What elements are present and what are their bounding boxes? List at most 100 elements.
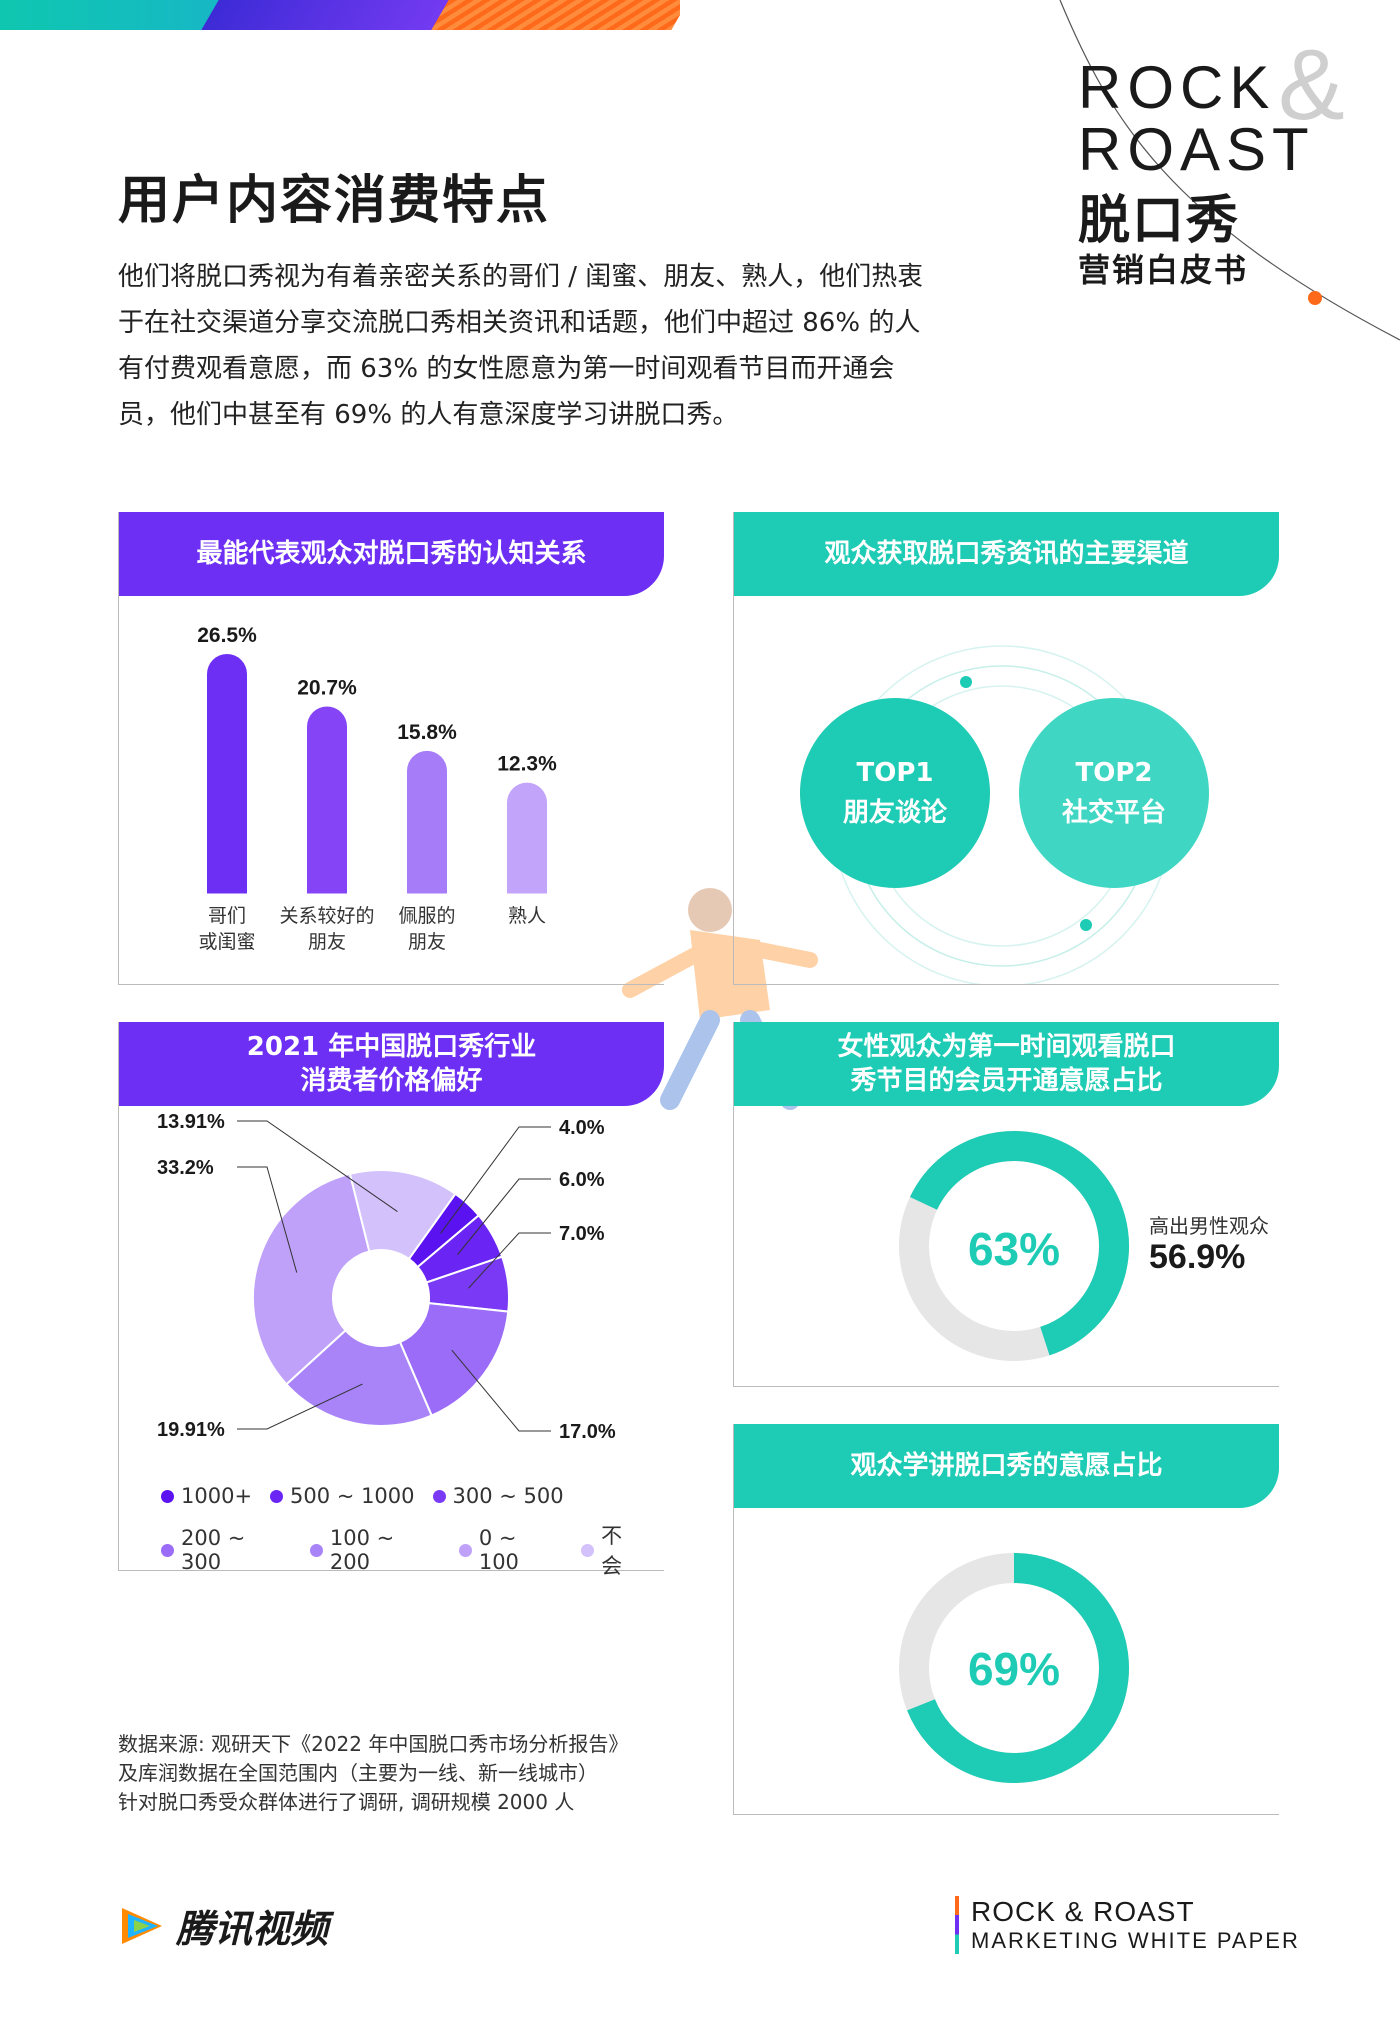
legend-item-1: 500 ~ 1000: [270, 1484, 415, 1508]
price-heading-line2: 消费者价格偏好: [300, 1066, 483, 1096]
footer-rock-roast: ROCK & ROAST MARKETING WHITE PAPER: [955, 1896, 1300, 1954]
legend-swatch-0: [161, 1489, 174, 1503]
legend-row-2: 200 ~ 300 100 ~ 200 0 ~ 100 不会: [161, 1520, 661, 1580]
bar-value-label-2: 15.8%: [397, 721, 457, 744]
brand-logo: ROCK & ROAST 脱口秀 营销白皮书: [1078, 29, 1378, 291]
logo-roast-text: ROAST: [1078, 116, 1315, 183]
tencent-video-logo: 腾讯视频: [118, 1898, 328, 1953]
top2-label: 社交平台: [1061, 798, 1166, 828]
legend-swatch-2: [432, 1489, 446, 1503]
price-legend: 1000+ 500 ~ 1000 300 ~ 500 200 ~ 300 100 ~ …: [161, 1484, 661, 1580]
source-line-2: 及库润数据在全国范围内（主要为一线、新一线城市）: [118, 1761, 598, 1785]
female-membership-ring: [899, 1131, 1129, 1361]
donut-leader-line-5: [237, 1166, 298, 1273]
cognition-relation-heading: 最能代表观众对脱口秀的认知关系: [119, 512, 664, 596]
legend-item-6: 不会: [581, 1520, 643, 1580]
legend-swatch-6: [581, 1543, 595, 1557]
info-channel-heading: 观众获取脱口秀资讯的主要渠道: [734, 512, 1279, 596]
learn-standup-panel: 观众学讲脱口秀的意愿占比 69%: [733, 1424, 1279, 1815]
higher-than-male-value: 56.9%: [1149, 1238, 1246, 1276]
legend-item-5: 0 ~ 100: [458, 1520, 563, 1580]
donut-leader-line-4: [237, 1383, 363, 1430]
decorative-arc: [1059, 0, 1400, 341]
price-donut-chart: 4.0% 6.0% 7.0% 17.0% 19.91% 33.2% 13.91%: [157, 1111, 616, 1443]
intro-paragraph: 他们将脱口秀视为有着亲密关系的哥们 / 闺蜜、朋友、熟人，他们热衷于在社交渠道分…: [118, 262, 924, 430]
tencent-video-play-icon: [122, 1907, 162, 1944]
bar-1: [307, 706, 347, 895]
top1-label: 朋友谈论: [842, 798, 947, 828]
female-membership-percent: 63%: [967, 1223, 1061, 1275]
donut-value-label-2: 7.0%: [559, 1223, 605, 1245]
bar-category-label-1: 朋友: [308, 931, 346, 953]
donut-leader-line-6: [237, 1120, 398, 1212]
donut-value-label-0: 4.0%: [559, 1117, 605, 1139]
female-membership-panel: 女性观众为第一时间观看脱口 秀节目的会员开通意愿占比 63% 高出男性观众 56…: [733, 1022, 1279, 1387]
donut-slice-3: [398, 1302, 510, 1417]
donut-leader-line-3: [451, 1349, 551, 1432]
donut-slice-6: [348, 1169, 457, 1261]
data-source-note: 数据来源: 观研天下《2022 年中国脱口秀市场分析报告》 及库润数据在全国范围…: [118, 1730, 628, 1817]
logo-cn-title: 脱口秀: [1078, 191, 1241, 251]
legend-label-3: 200 ~ 300: [180, 1526, 246, 1574]
bar-0: [207, 654, 247, 895]
female-heading-line2: 秀节目的会员开通意愿占比: [850, 1066, 1163, 1096]
top2-channel-bubble: TOP2 社交平台: [1019, 698, 1209, 888]
top1-channel-bubble: TOP1 朋友谈论: [800, 698, 990, 888]
footer-brand-title: ROCK & ROAST: [971, 1896, 1195, 1927]
legend-label-5: 0 ~ 100: [478, 1526, 519, 1574]
bar-category-label-2: 朋友: [408, 931, 446, 953]
ring63-progress-arc: [909, 1131, 1129, 1356]
logo-ampersand: &: [1278, 29, 1345, 141]
top1-rank: TOP1: [856, 758, 934, 788]
price-preference-panel: 2021 年中国脱口秀行业 消费者价格偏好 4.0% 6.0% 7.0% 17.0% 1…: [118, 1022, 664, 1578]
female-membership-heading: 女性观众为第一时间观看脱口 秀节目的会员开通意愿占比: [734, 1022, 1279, 1106]
donut-value-label-6: 13.91%: [157, 1111, 225, 1133]
legend-label-1: 500 ~ 1000: [290, 1484, 415, 1508]
cognition-relation-panel: 最能代表观众对脱口秀的认知关系 26.5% 哥们 或闺蜜 20.7% 关系较好的 朋友 15…: [118, 512, 664, 985]
bar-category-label-3: 熟人: [508, 905, 546, 927]
bar-2: [407, 750, 447, 895]
bar-base-1: [307, 874, 347, 894]
bar-base-0: [207, 874, 247, 894]
tencent-video-wordmark: 腾讯视频: [176, 1907, 329, 1951]
top-decoration-bar: [0, 0, 680, 30]
bar-category-label-0: 哥们: [208, 905, 246, 927]
price-preference-heading: 2021 年中国脱口秀行业 消费者价格偏好: [119, 1022, 664, 1106]
female-heading-line1: 女性观众为第一时间观看脱口: [837, 1032, 1176, 1062]
donut-value-label-1: 6.0%: [559, 1169, 605, 1191]
logo-cn-subtitle: 营销白皮书: [1078, 251, 1249, 289]
legend-item-0: 1000+: [161, 1484, 252, 1508]
footer-brand-subtitle: MARKETING WHITE PAPER: [971, 1928, 1300, 1953]
logo-rock-text: ROCK: [1078, 54, 1276, 121]
legend-row-1: 1000+ 500 ~ 1000 300 ~ 500: [161, 1484, 661, 1508]
source-line-3: 针对脱口秀受众群体进行了调研, 调研规模 2000 人: [118, 1790, 575, 1814]
learn-standup-heading: 观众学讲脱口秀的意愿占比: [734, 1424, 1279, 1508]
legend-item-3: 200 ~ 300: [161, 1520, 292, 1580]
legend-item-4: 100 ~ 200: [309, 1520, 441, 1580]
bar-category-label-0: 或闺蜜: [198, 931, 255, 953]
learn-standup-ring: [899, 1553, 1129, 1783]
bar-3: [507, 782, 547, 895]
source-line-1: 数据来源: 观研天下《2022 年中国脱口秀市场分析报告》: [118, 1732, 629, 1756]
legend-label-2: 300 ~ 500: [452, 1484, 564, 1508]
bar-base-3: [507, 874, 547, 894]
page-title: 用户内容消费特点: [118, 171, 551, 231]
ring69-progress-arc: [907, 1553, 1129, 1783]
bar-category-label-1: 关系较好的: [279, 905, 374, 927]
price-heading-line1: 2021 年中国脱口秀行业: [246, 1032, 537, 1062]
legend-label-4: 100 ~ 200: [329, 1526, 395, 1574]
donut-leader-line-2: [468, 1232, 551, 1289]
donut-value-label-5: 33.2%: [157, 1157, 214, 1179]
legend-swatch-5: [458, 1543, 472, 1557]
footer-color-divider: [955, 1896, 959, 1954]
top2-rank: TOP2: [1075, 758, 1153, 788]
bar-value-label-3: 12.3%: [497, 753, 557, 776]
legend-swatch-3: [161, 1543, 174, 1557]
bar-value-label-0: 26.5%: [197, 624, 257, 647]
donut-value-label-3: 17.0%: [559, 1421, 616, 1443]
learn-standup-percent: 69%: [967, 1643, 1061, 1695]
legend-item-2: 300 ~ 500: [432, 1484, 564, 1508]
legend-swatch-4: [309, 1543, 323, 1557]
donut-leader-line-1: [457, 1178, 551, 1255]
